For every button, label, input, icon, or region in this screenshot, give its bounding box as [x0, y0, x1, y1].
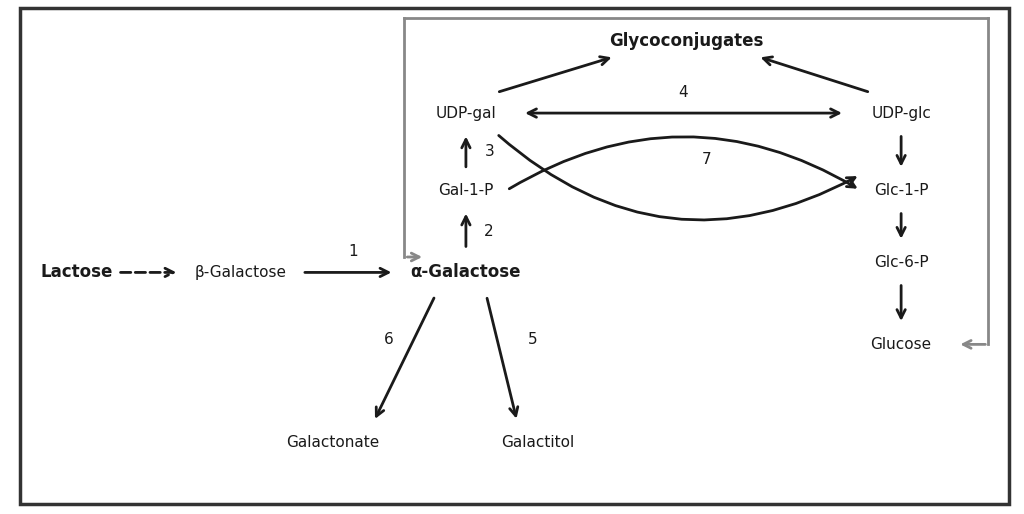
- Text: β-Galactose: β-Galactose: [195, 265, 287, 280]
- Text: UDP-gal: UDP-gal: [435, 105, 497, 121]
- Text: Gal-1-P: Gal-1-P: [438, 182, 494, 198]
- Text: Galactitol: Galactitol: [501, 434, 574, 450]
- Text: 1: 1: [348, 244, 358, 260]
- Text: 3: 3: [484, 144, 495, 159]
- Text: 5: 5: [527, 332, 538, 347]
- Text: 6: 6: [384, 332, 394, 347]
- Text: 4: 4: [679, 85, 688, 100]
- Text: 2: 2: [484, 224, 494, 239]
- Text: Lactose: Lactose: [41, 263, 113, 282]
- Text: Glc-6-P: Glc-6-P: [873, 254, 929, 270]
- Text: UDP-glc: UDP-glc: [871, 105, 931, 121]
- Text: Glucose: Glucose: [870, 337, 932, 352]
- Text: Glycoconjugates: Glycoconjugates: [609, 32, 763, 50]
- Text: α-Galactose: α-Galactose: [411, 263, 521, 282]
- Text: Galactonate: Galactonate: [286, 434, 380, 450]
- Text: Glc-1-P: Glc-1-P: [873, 182, 929, 198]
- Text: 7: 7: [701, 152, 712, 167]
